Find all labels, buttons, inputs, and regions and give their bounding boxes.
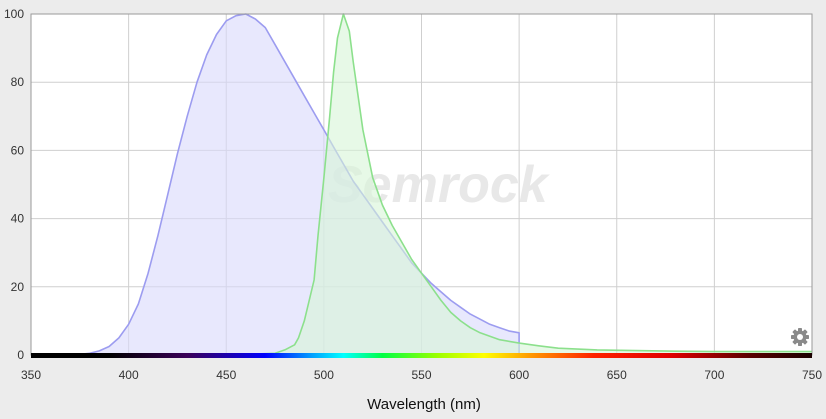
gear-icon[interactable] <box>791 328 809 346</box>
x-tick-600: 600 <box>509 368 529 382</box>
x-tick-650: 650 <box>607 368 627 382</box>
x-tick-400: 400 <box>119 368 139 382</box>
spectrum-bar <box>31 353 812 358</box>
x-tick-750: 750 <box>802 368 822 382</box>
y-tick-40: 40 <box>11 212 25 226</box>
series-2-line <box>31 13 812 356</box>
y-tick-0: 0 <box>17 348 24 362</box>
y-tick-20: 20 <box>11 280 25 294</box>
x-axis-label: Wavelength (nm) <box>367 396 481 413</box>
y-tick-100: 100 <box>4 7 24 21</box>
x-tick-450: 450 <box>216 368 236 382</box>
series-1-line <box>73 13 812 356</box>
series-layer <box>31 13 812 356</box>
x-axis-ticks: 350 400 450 500 550 600 650 700 750 <box>21 368 822 382</box>
y-axis-ticks: 0 20 40 60 80 100 <box>4 7 24 362</box>
series-2-area <box>31 14 812 355</box>
x-tick-550: 550 <box>411 368 431 382</box>
x-tick-350: 350 <box>21 368 41 382</box>
y-tick-80: 80 <box>11 75 25 89</box>
x-tick-700: 700 <box>704 368 724 382</box>
y-tick-60: 60 <box>11 143 25 157</box>
series-1-area <box>74 14 812 355</box>
x-tick-500: 500 <box>314 368 334 382</box>
